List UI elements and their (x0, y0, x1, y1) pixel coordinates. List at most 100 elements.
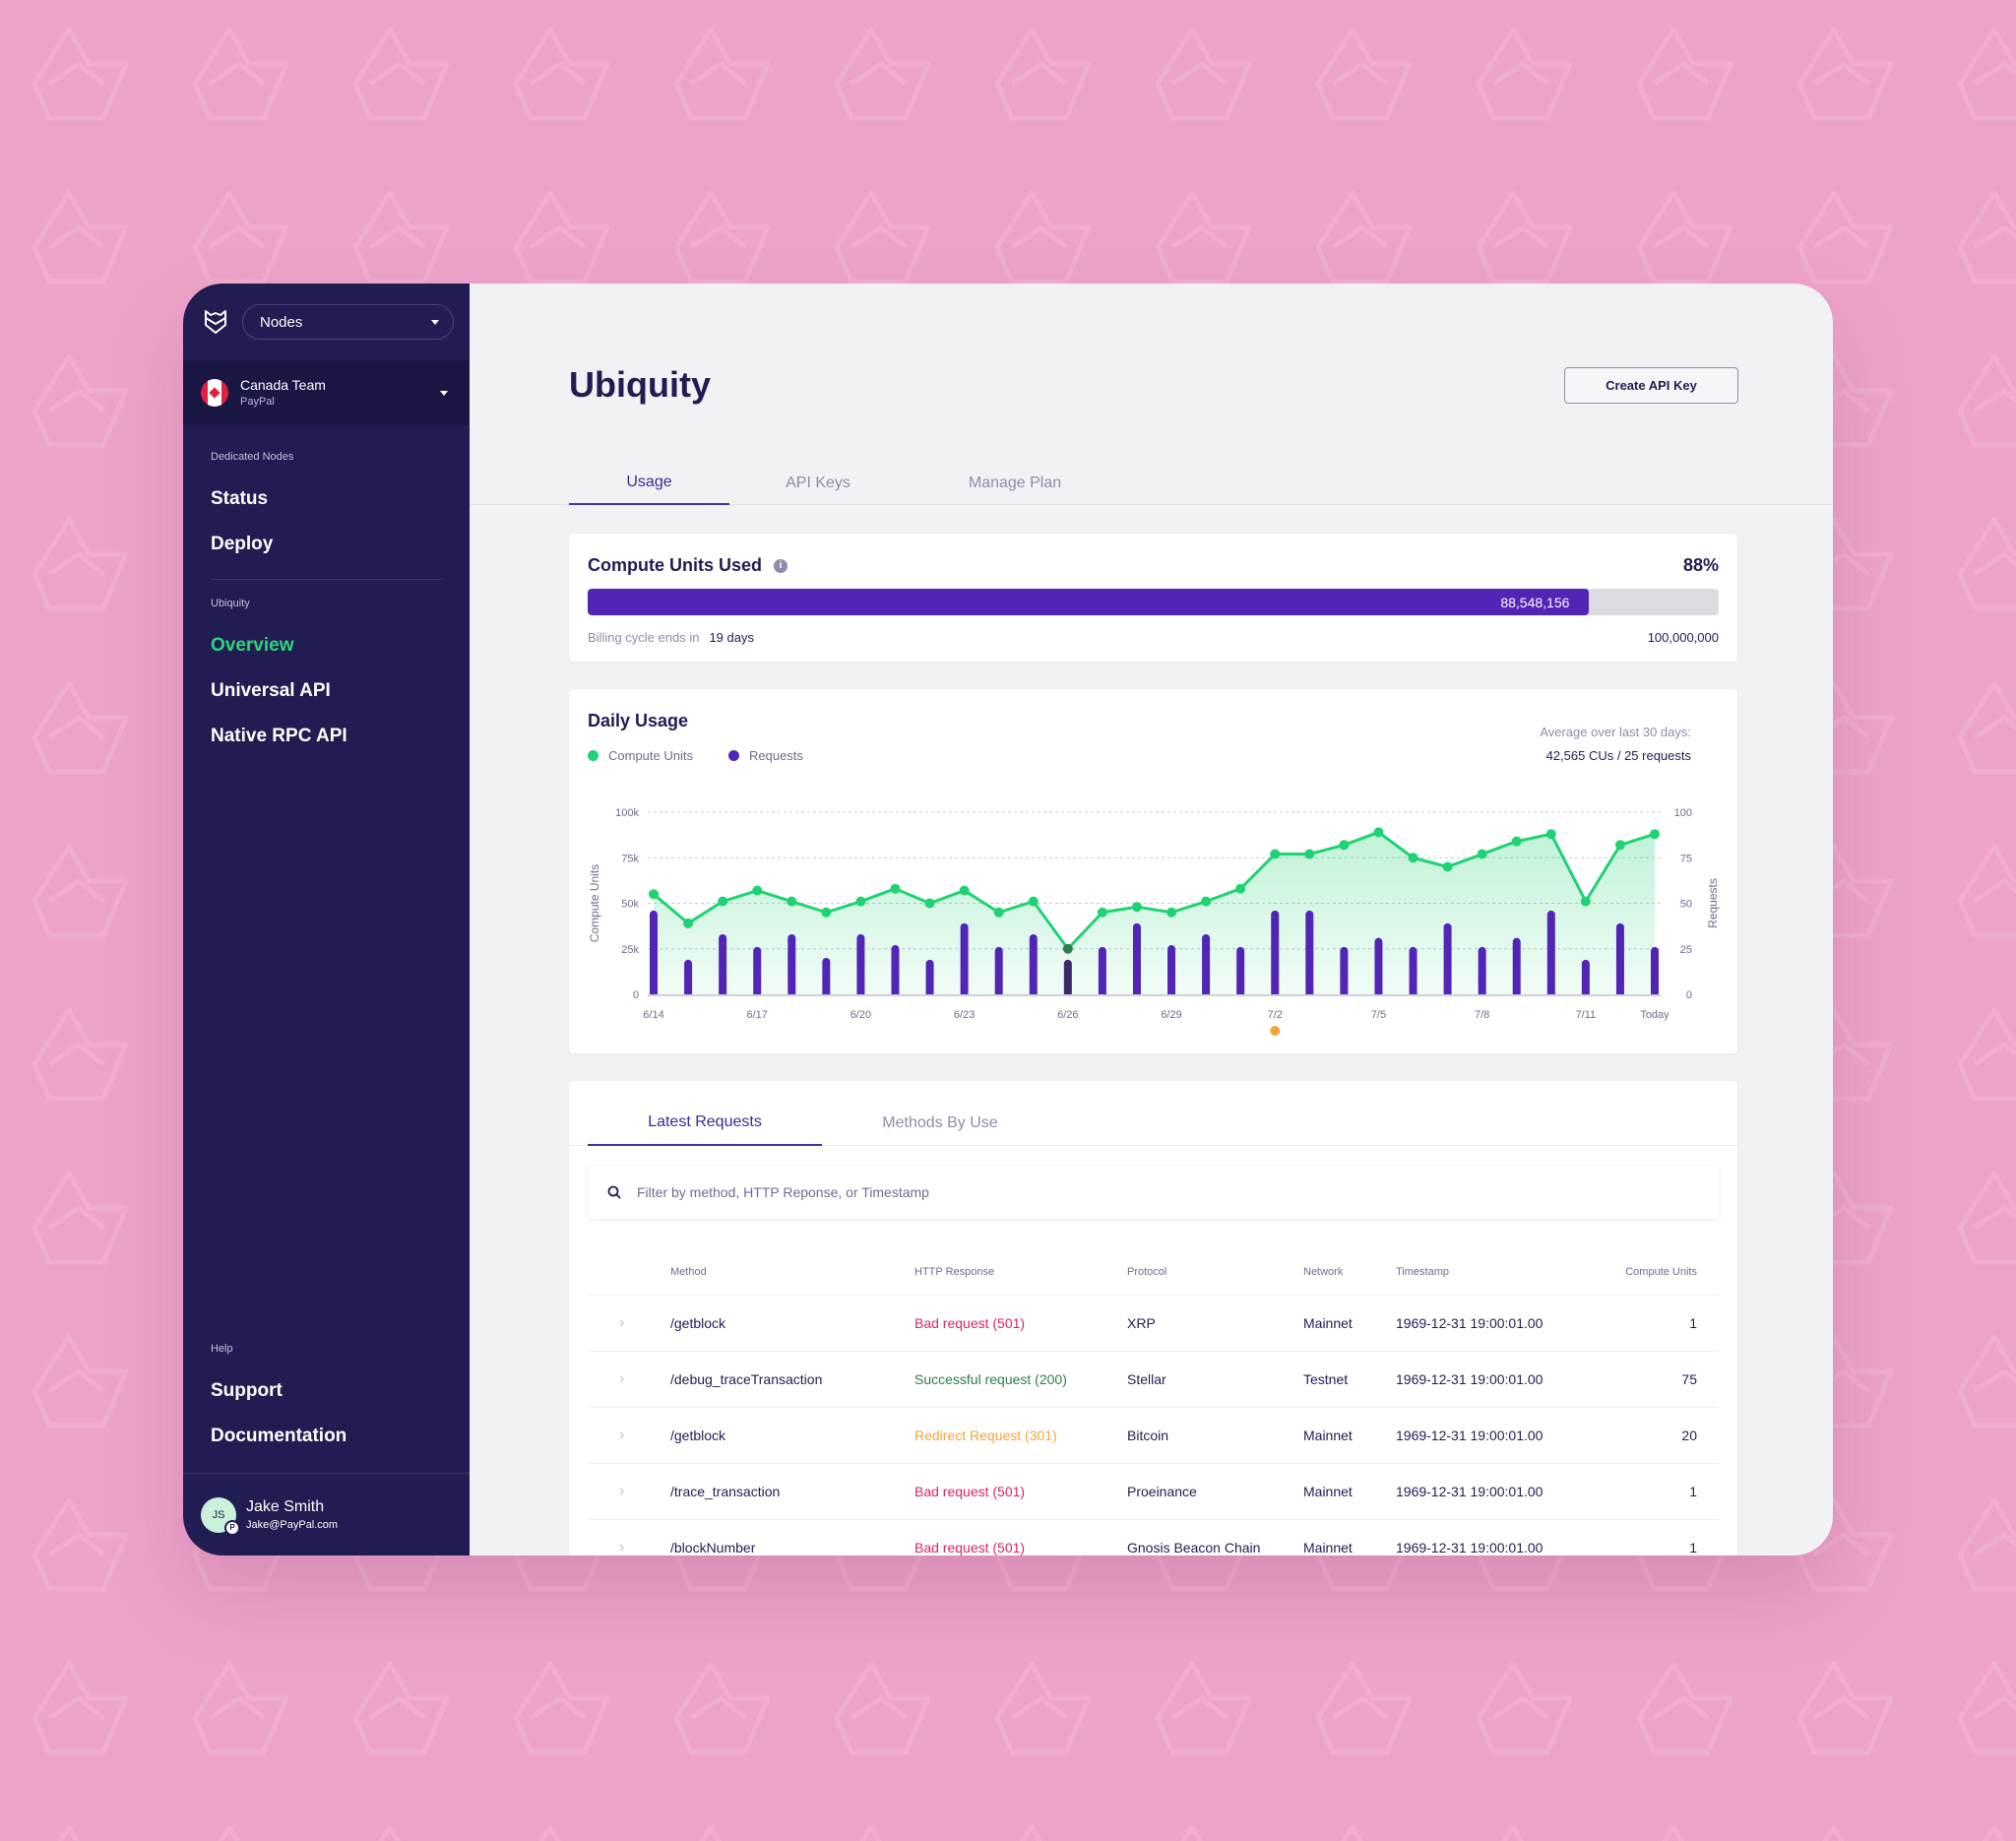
sidebar-section-help: Help Support Documentation (183, 1317, 470, 1473)
tab-latest-requests[interactable]: Latest Requests (588, 1101, 822, 1146)
col-network[interactable]: Network (1303, 1265, 1344, 1278)
pattern-logo-icon (1957, 517, 2016, 611)
pattern-logo-icon (1796, 190, 1893, 285)
pattern-logo-icon (1155, 1661, 1251, 1755)
pattern-logo-icon (32, 353, 128, 448)
tab-api-keys[interactable]: API Keys (786, 474, 850, 491)
main-tabs: Usage API Keys Manage Plan (470, 461, 1833, 505)
table-row[interactable]: › /debug_traceTransaction Successful reque… (588, 1352, 1719, 1408)
col-timestamp[interactable]: Timestamp (1396, 1265, 1449, 1278)
table-row[interactable]: › /trace_transaction Bad request (501) Proe… (588, 1464, 1719, 1520)
pattern-logo-icon (1476, 190, 1572, 285)
pattern-logo-icon (1957, 680, 2016, 775)
billing-value: 19 days (709, 630, 754, 645)
sidebar-section-ubiquity: Ubiquity Overview Universal API Native R… (183, 580, 470, 759)
pattern-logo-icon (1796, 1661, 1893, 1755)
user-profile[interactable]: JS P Jake Smith Jake@PayPal.com (183, 1473, 470, 1555)
sidebar-item-native-rpc-api[interactable]: Native RPC API (211, 726, 347, 746)
create-api-key-button[interactable]: Create API Key (1564, 367, 1738, 404)
compute-units-progress-bar: 88,548,156 (588, 589, 1719, 615)
svg-text:50k: 50k (621, 899, 639, 911)
latest-requests-card: Latest Requests Methods By Use Method HT… (569, 1081, 1737, 1555)
pattern-logo-icon (1957, 1661, 2016, 1755)
sidebar-top: Nodes (183, 284, 470, 360)
daily-usage-chart: 0 0 25k 25 50k 50 75k 75 100k 100 Compute Units Req… (588, 807, 1720, 1036)
pattern-logo-icon (513, 1661, 609, 1755)
pattern-logo-icon (1957, 1334, 2016, 1428)
team-switcher[interactable]: Canada Team PayPal (183, 360, 470, 425)
col-compute-units[interactable]: Compute Units (1625, 1265, 1697, 1278)
product-select[interactable]: Nodes (242, 304, 454, 340)
pattern-logo-icon (192, 27, 288, 121)
table-row[interactable]: › /blockNumber Bad request (501) Gnosis Bea… (588, 1520, 1719, 1555)
svg-text:7/5: 7/5 (1371, 1009, 1386, 1021)
sidebar-item-deploy[interactable]: Deploy (211, 534, 274, 554)
cell-timestamp: 1969-12-31 19:00:01.00 (1396, 1540, 1544, 1555)
pattern-logo-icon (1636, 190, 1732, 285)
pattern-logo-icon (1957, 1497, 2016, 1592)
compute-units-title-text: Compute Units Used (588, 555, 763, 575)
cell-protocol: Gnosis Beacon Chain (1127, 1540, 1261, 1555)
pattern-logo-icon (378, 1824, 401, 1841)
cell-network: Testnet (1303, 1371, 1349, 1387)
caret-down-icon (440, 390, 448, 396)
main-content: Ubiquity Create API Key Usage API Keys M… (470, 284, 1833, 1555)
cell-compute-units: 1 (1689, 1315, 1697, 1331)
tab-methods-by-use[interactable]: Methods By Use (882, 1114, 998, 1131)
legend-dot-icon (588, 750, 598, 761)
sidebar-item-overview[interactable]: Overview (211, 635, 294, 656)
sidebar-divider (211, 579, 442, 580)
progress-value: 88,548,156 (1500, 594, 1570, 610)
daily-usage-title: Daily Usage (588, 711, 689, 730)
svg-text:75: 75 (1680, 853, 1692, 864)
chevron-right-icon[interactable]: › (619, 1483, 625, 1499)
pattern-logo-icon (1315, 27, 1412, 121)
pattern-logo-icon (1020, 1824, 1042, 1841)
filter-input[interactable] (637, 1184, 1719, 1200)
legend-compute-units[interactable]: Compute Units (588, 748, 693, 763)
billing-label: Billing cycle ends in (588, 630, 700, 645)
sidebar-item-status[interactable]: Status (211, 488, 269, 509)
chevron-right-icon[interactable]: › (619, 1427, 625, 1443)
info-icon[interactable]: i (774, 558, 788, 573)
pattern-logo-icon (1180, 1824, 1203, 1841)
svg-text:6/23: 6/23 (954, 1009, 975, 1021)
pattern-logo-icon (673, 1661, 770, 1755)
table-row[interactable]: › /getblock Bad request (501) XRP Mainnet 196… (588, 1296, 1719, 1352)
svg-text:25k: 25k (621, 944, 639, 956)
table-row[interactable]: › /getblock Redirect Request (301) Bitcoin M… (588, 1408, 1719, 1464)
pattern-logo-icon (1957, 1171, 2016, 1265)
pattern-logo-icon (1957, 1007, 2016, 1102)
legend-requests[interactable]: Requests (727, 748, 803, 763)
team-name: Canada Team (240, 377, 326, 393)
cell-method: /getblock (670, 1315, 726, 1331)
logo-icon[interactable] (203, 308, 228, 336)
requests-tabs: Latest Requests Methods By Use (569, 1081, 1737, 1146)
cell-network: Mainnet (1303, 1484, 1353, 1499)
pattern-logo-icon (1155, 190, 1251, 285)
pattern-logo-icon (32, 1661, 128, 1755)
daily-usage-card: 0 0 25k 25 50k 50 75k 75 100k 100 Compute Units Req… (569, 689, 1737, 1053)
cell-timestamp: 1969-12-31 19:00:01.00 (1396, 1484, 1544, 1499)
chevron-right-icon[interactable]: › (619, 1370, 625, 1387)
svg-text:50: 50 (1680, 899, 1692, 911)
chart-legend: Compute Units Requests (588, 748, 803, 763)
chevron-right-icon[interactable]: › (619, 1539, 625, 1555)
sidebar-item-universal-api[interactable]: Universal API (211, 680, 331, 701)
cell-compute-units: 1 (1689, 1484, 1697, 1499)
svg-text:Requests: Requests (1706, 878, 1720, 928)
col-protocol[interactable]: Protocol (1127, 1265, 1167, 1278)
col-http-response[interactable]: HTTP Response (914, 1265, 995, 1278)
col-method[interactable]: Method (670, 1265, 707, 1278)
tab-usage[interactable]: Usage (569, 461, 729, 505)
tab-manage-plan[interactable]: Manage Plan (968, 474, 1062, 491)
search-icon (607, 1185, 621, 1199)
chevron-right-icon[interactable]: › (619, 1314, 625, 1331)
sidebar-item-documentation[interactable]: Documentation (211, 1426, 347, 1446)
section-heading: Dedicated Nodes (211, 451, 294, 463)
legend-label: Requests (748, 748, 803, 763)
pattern-logo-icon (352, 27, 449, 121)
section-heading: Help (211, 1343, 233, 1355)
pattern-logo-icon (352, 1661, 449, 1755)
sidebar-item-support[interactable]: Support (211, 1380, 283, 1401)
